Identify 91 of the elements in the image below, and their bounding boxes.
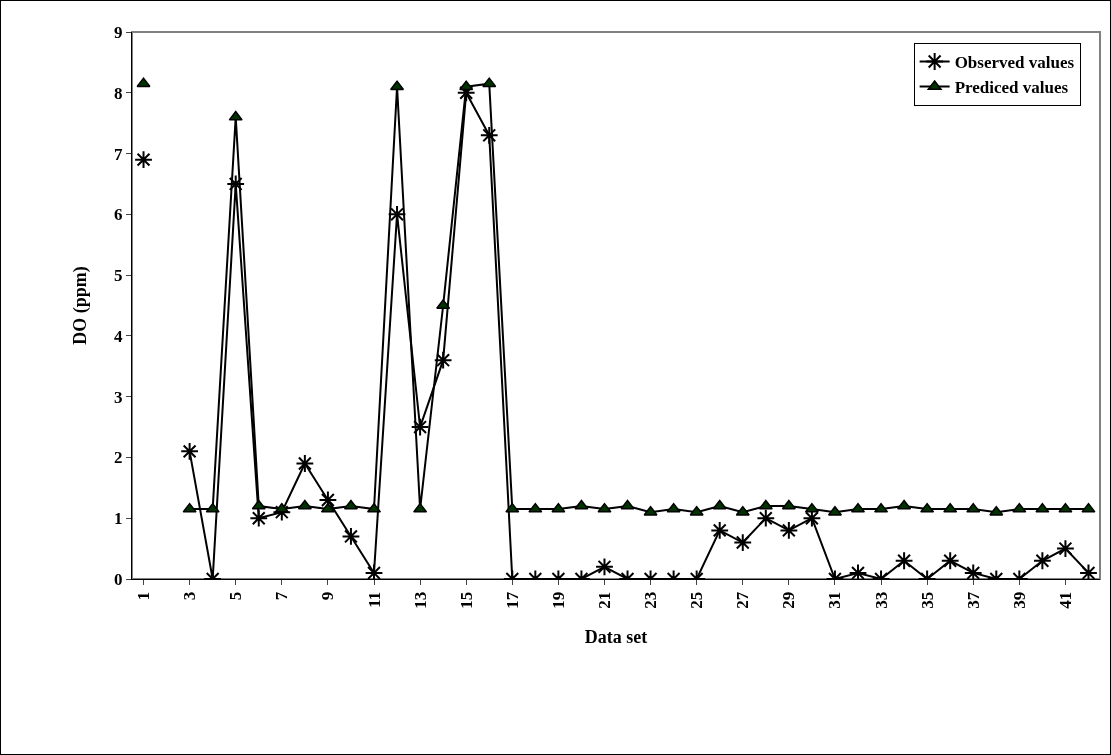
point (528, 502, 543, 513)
legend-label: Prediced values (954, 78, 1069, 98)
y-tick-label: 1 (114, 509, 123, 529)
y-tick-label: 4 (114, 326, 124, 346)
x-tick-label: 7 (272, 591, 292, 601)
point (804, 502, 819, 513)
x-tick-label: 5 (226, 591, 246, 601)
x-tick-label: 39 (1009, 591, 1029, 609)
point (505, 502, 520, 513)
point (920, 502, 935, 513)
x-tick-label: 3 (180, 591, 200, 601)
point (712, 499, 727, 510)
point (781, 499, 796, 510)
y-tick-label: 0 (114, 569, 123, 589)
point (689, 505, 704, 516)
point (733, 533, 753, 552)
point (943, 502, 958, 513)
point (1056, 539, 1075, 559)
point (364, 563, 384, 579)
point (482, 77, 497, 88)
x-tick-label: 27 (733, 591, 753, 609)
x-axis-title: Data set (584, 627, 648, 647)
x-tick-label: 21 (595, 591, 615, 609)
point (1058, 502, 1073, 513)
point (1079, 563, 1098, 579)
y-tick-label: 2 (114, 448, 123, 468)
point (897, 499, 912, 510)
point (758, 499, 773, 510)
x-tick-label: 13 (410, 591, 430, 609)
point (341, 527, 361, 546)
point (1081, 502, 1096, 513)
y-tick-label: 8 (114, 83, 123, 103)
point (666, 502, 681, 513)
point (226, 174, 246, 194)
point (297, 499, 312, 510)
point (735, 505, 750, 516)
x-tick-label: 41 (1055, 591, 1075, 609)
y-tick-label: 9 (114, 22, 123, 42)
point (597, 502, 612, 513)
point (251, 499, 266, 510)
point (963, 563, 983, 579)
point (136, 77, 151, 88)
x-tick-label: 25 (687, 591, 707, 609)
x-tick-label: 1 (134, 591, 154, 601)
point (643, 505, 658, 516)
x-tick-label: 33 (871, 591, 891, 609)
y-tick-label: 6 (114, 205, 123, 225)
point (551, 502, 566, 513)
point (1032, 551, 1052, 571)
point (966, 502, 981, 513)
point (1035, 502, 1050, 513)
point (320, 502, 335, 513)
point (249, 508, 269, 528)
x-tick-label: 35 (917, 591, 937, 609)
point (182, 502, 197, 513)
point (756, 508, 776, 528)
x-tick-label: 15 (456, 591, 476, 609)
point (989, 505, 1004, 516)
y-axis-title: DO (ppm) (70, 266, 91, 345)
y-tick-label: 3 (114, 387, 123, 407)
point (848, 563, 868, 579)
point (410, 417, 430, 437)
x-tick-label: 9 (318, 591, 338, 601)
x-tick-label: 17 (502, 591, 522, 609)
point (574, 499, 589, 510)
point (180, 441, 200, 461)
point (1012, 502, 1027, 513)
point (205, 502, 220, 513)
point (710, 520, 730, 540)
point (620, 499, 635, 510)
point (479, 125, 499, 145)
x-tick-label: 37 (963, 591, 983, 609)
x-tick-label: 29 (779, 591, 799, 609)
point (940, 551, 960, 571)
point (779, 520, 799, 540)
point (459, 80, 474, 91)
point (134, 150, 153, 170)
point (274, 502, 289, 513)
x-tick-label: 31 (825, 591, 845, 609)
point (894, 551, 914, 571)
point (433, 350, 453, 370)
x-tick-label: 11 (364, 591, 384, 608)
x-tick-label: 19 (548, 591, 568, 609)
point (228, 110, 243, 121)
legend-label: Observed values (954, 53, 1075, 73)
point (413, 502, 428, 513)
point (295, 454, 315, 473)
point (595, 557, 614, 577)
x-tick-label: 23 (641, 591, 661, 609)
y-tick-label: 7 (114, 144, 124, 164)
y-tick-label: 5 (114, 266, 123, 286)
